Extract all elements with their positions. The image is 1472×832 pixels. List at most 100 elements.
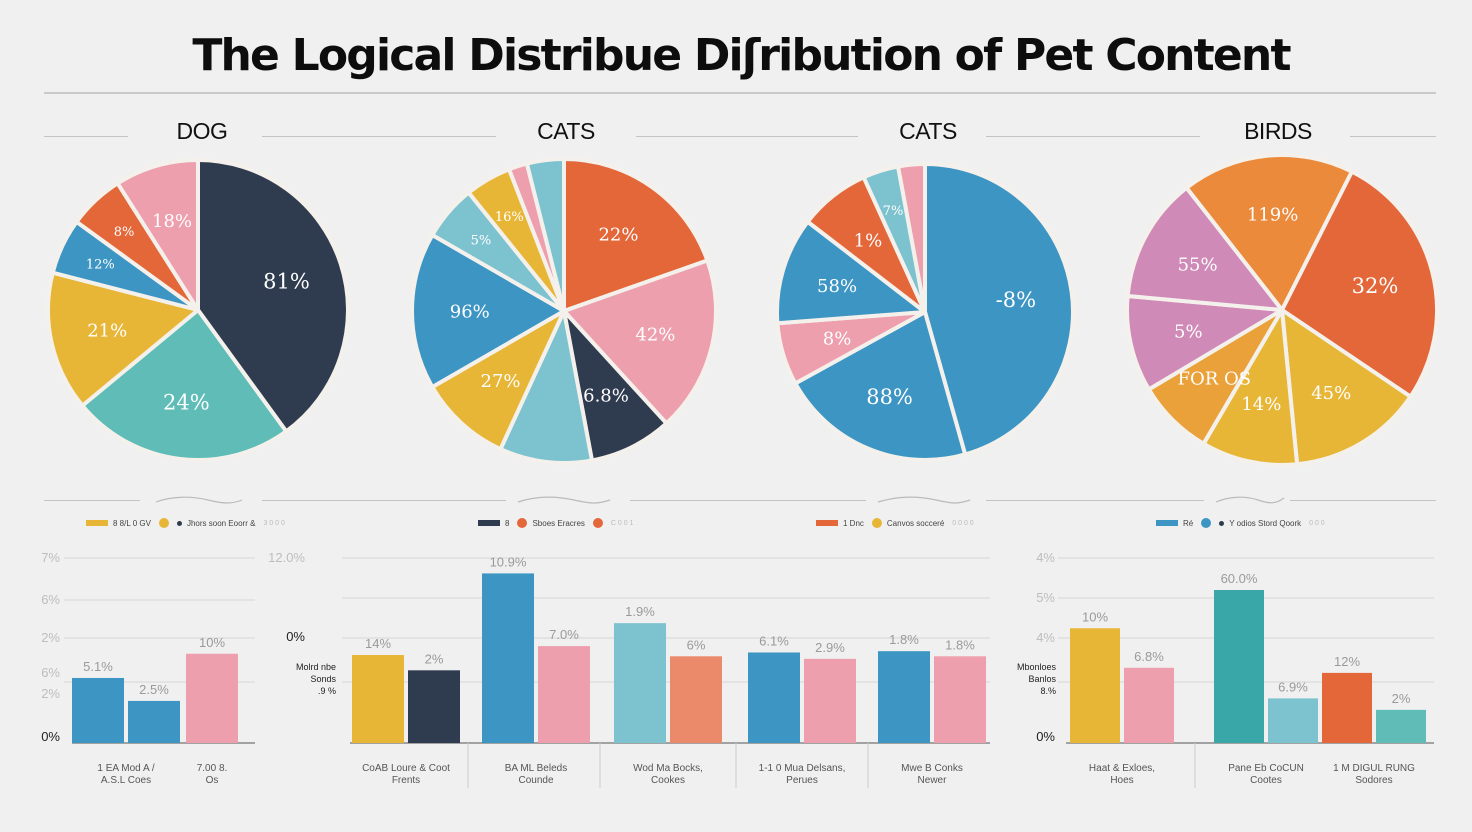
bar-value-label: 14%: [365, 636, 391, 651]
pie-chart-dog: 81% 24% 21% 12% 8% 18%: [46, 158, 350, 462]
pie-slice-label: 81%: [263, 270, 310, 294]
legend-label: 8 8/L 0 GV: [113, 518, 151, 528]
pie-slice: [562, 258, 718, 426]
pie-slice-label: 12%: [86, 258, 115, 273]
category-label: Cookes: [651, 775, 685, 786]
y-tick-label: 6%: [41, 592, 60, 607]
pie-slice-label: 5%: [1174, 322, 1203, 343]
bar: [1376, 709, 1426, 743]
bar: [1322, 672, 1372, 743]
category-label: Frents: [392, 775, 420, 786]
pie-slice: [1201, 308, 1300, 467]
pie-slice-label: 119%: [1247, 205, 1298, 226]
section-divider: [1290, 500, 1436, 501]
bar: [128, 700, 180, 743]
bar-value-label: 6.1%: [759, 633, 789, 648]
category-label: Perues: [786, 775, 818, 786]
side-annotation: Sonds: [310, 674, 336, 684]
pie-title-cats-2: CATS: [899, 118, 957, 144]
y-tick-label: 6%: [41, 665, 60, 680]
legend-dot-icon: [1201, 518, 1212, 528]
pie-slice: [775, 219, 927, 326]
bar-charts: 7% 6% 2% 6% 2% 0% 5.1% 2.5% 1 EA Mod A /A.S.L Co…: [41, 550, 1434, 788]
side-annotation: 8.%: [1040, 686, 1056, 696]
legend-label: 1 Dnc: [843, 518, 864, 528]
pie-slice-label: 27%: [481, 371, 521, 392]
side-annotation: .9 %: [318, 686, 336, 696]
pie-slice-label: 45%: [1311, 383, 1351, 404]
legend-dot-icon: [176, 520, 182, 526]
pie-slice: [1125, 293, 1284, 392]
bar-value-label: 10%: [1082, 609, 1108, 624]
squiggle-ornament: [877, 496, 971, 504]
bar: [670, 656, 722, 743]
bar-value-label: 1.8%: [945, 637, 975, 652]
pie-slice: [524, 157, 566, 313]
y-tick-label: 4%: [1036, 630, 1055, 645]
category-label: A.S.L Coes: [101, 775, 151, 786]
bar-value-label: 10%: [199, 635, 225, 650]
section-divider: [262, 500, 506, 501]
pie-title-birds: BIRDS: [1244, 118, 1312, 144]
legend-item: Y odios Stord Qoork: [1219, 519, 1301, 528]
legend-item: [592, 518, 603, 528]
pie-slice: [46, 270, 200, 408]
pie-slice: [1280, 308, 1413, 467]
category-label: 1 M DIGUL RUNG: [1333, 763, 1415, 774]
pie-slice: [115, 158, 200, 312]
header-rule: [636, 136, 858, 137]
squiggle-ornament: [517, 496, 611, 504]
legend-dot-icon: [517, 518, 528, 528]
bar-chart-3: 4% 5% 4% 0% Mbonloes Banlos 8.% 10% 6.8% Haat & E…: [1017, 550, 1434, 788]
category-label: Mwe B Conks: [901, 763, 963, 774]
legend-swatch: [478, 520, 500, 526]
legend-swatch: [86, 520, 108, 526]
y-tick-label: 7%: [41, 550, 60, 565]
bar: [72, 677, 124, 743]
bar-value-label: 60.0%: [1221, 571, 1258, 586]
bar-value-label: 1.9%: [625, 604, 655, 619]
pie-slice-label: 1%: [854, 230, 883, 251]
pie-slice: [410, 233, 566, 389]
pie-slice: [896, 162, 927, 314]
bar-value-label: 6.9%: [1278, 679, 1308, 694]
title-divider: [44, 92, 1436, 94]
pie-slice: [430, 309, 566, 452]
bar: [934, 656, 986, 743]
y-tick-label: 0%: [41, 729, 60, 744]
legend-item: 8: [478, 519, 509, 528]
category-label: CoAB Loure & Coot: [362, 763, 450, 774]
pie-slice: [196, 158, 350, 434]
pie-slice-label: 8%: [823, 329, 852, 350]
category-label: Wod Ma Bocks,: [633, 763, 703, 774]
pie-slice-label: 55%: [1178, 254, 1218, 275]
page-title: The Logical Distribue Diʃribution of Pet…: [192, 30, 1291, 81]
category-label: 1-1 0 Mua Delsans,: [759, 763, 846, 774]
bar: [748, 652, 800, 743]
legend-cats-2: 1 Dnc Canvos socceré 0 0 0 0: [816, 516, 974, 530]
category-label: Cootes: [1250, 775, 1282, 786]
bar-value-label: 2%: [425, 651, 444, 666]
pie-slice: [1280, 169, 1439, 399]
bar: [1268, 698, 1318, 743]
bar: [186, 653, 238, 743]
pie-slice: [1125, 185, 1284, 312]
pie-slice-label: 22%: [598, 224, 638, 245]
bar-value-label: 10.9%: [490, 554, 527, 569]
pie-slice-label: 58%: [817, 276, 857, 297]
legend-dot-icon: [1219, 520, 1225, 526]
legend-label: Ré: [1183, 518, 1194, 528]
bar: [878, 651, 930, 743]
legend-swatch: [816, 520, 838, 526]
section-divider: [986, 500, 1204, 501]
legend-label: 8: [505, 518, 510, 528]
legend-label: 3 0 0 0: [263, 519, 285, 527]
y-tick-label: 0%: [286, 629, 305, 644]
pie-slice-label: 32%: [1352, 274, 1399, 298]
pie-chart-cats-1: 22% 42% 6.8% 27% 96% 5%16%: [410, 157, 718, 465]
pie-slice-label: 96%: [450, 301, 490, 322]
bar: [1214, 590, 1264, 743]
pie-slice-label: FOR OS: [1177, 368, 1251, 389]
legend-item: 0 0 0: [1309, 520, 1325, 527]
pie-slice-label: 14%: [1241, 394, 1281, 415]
